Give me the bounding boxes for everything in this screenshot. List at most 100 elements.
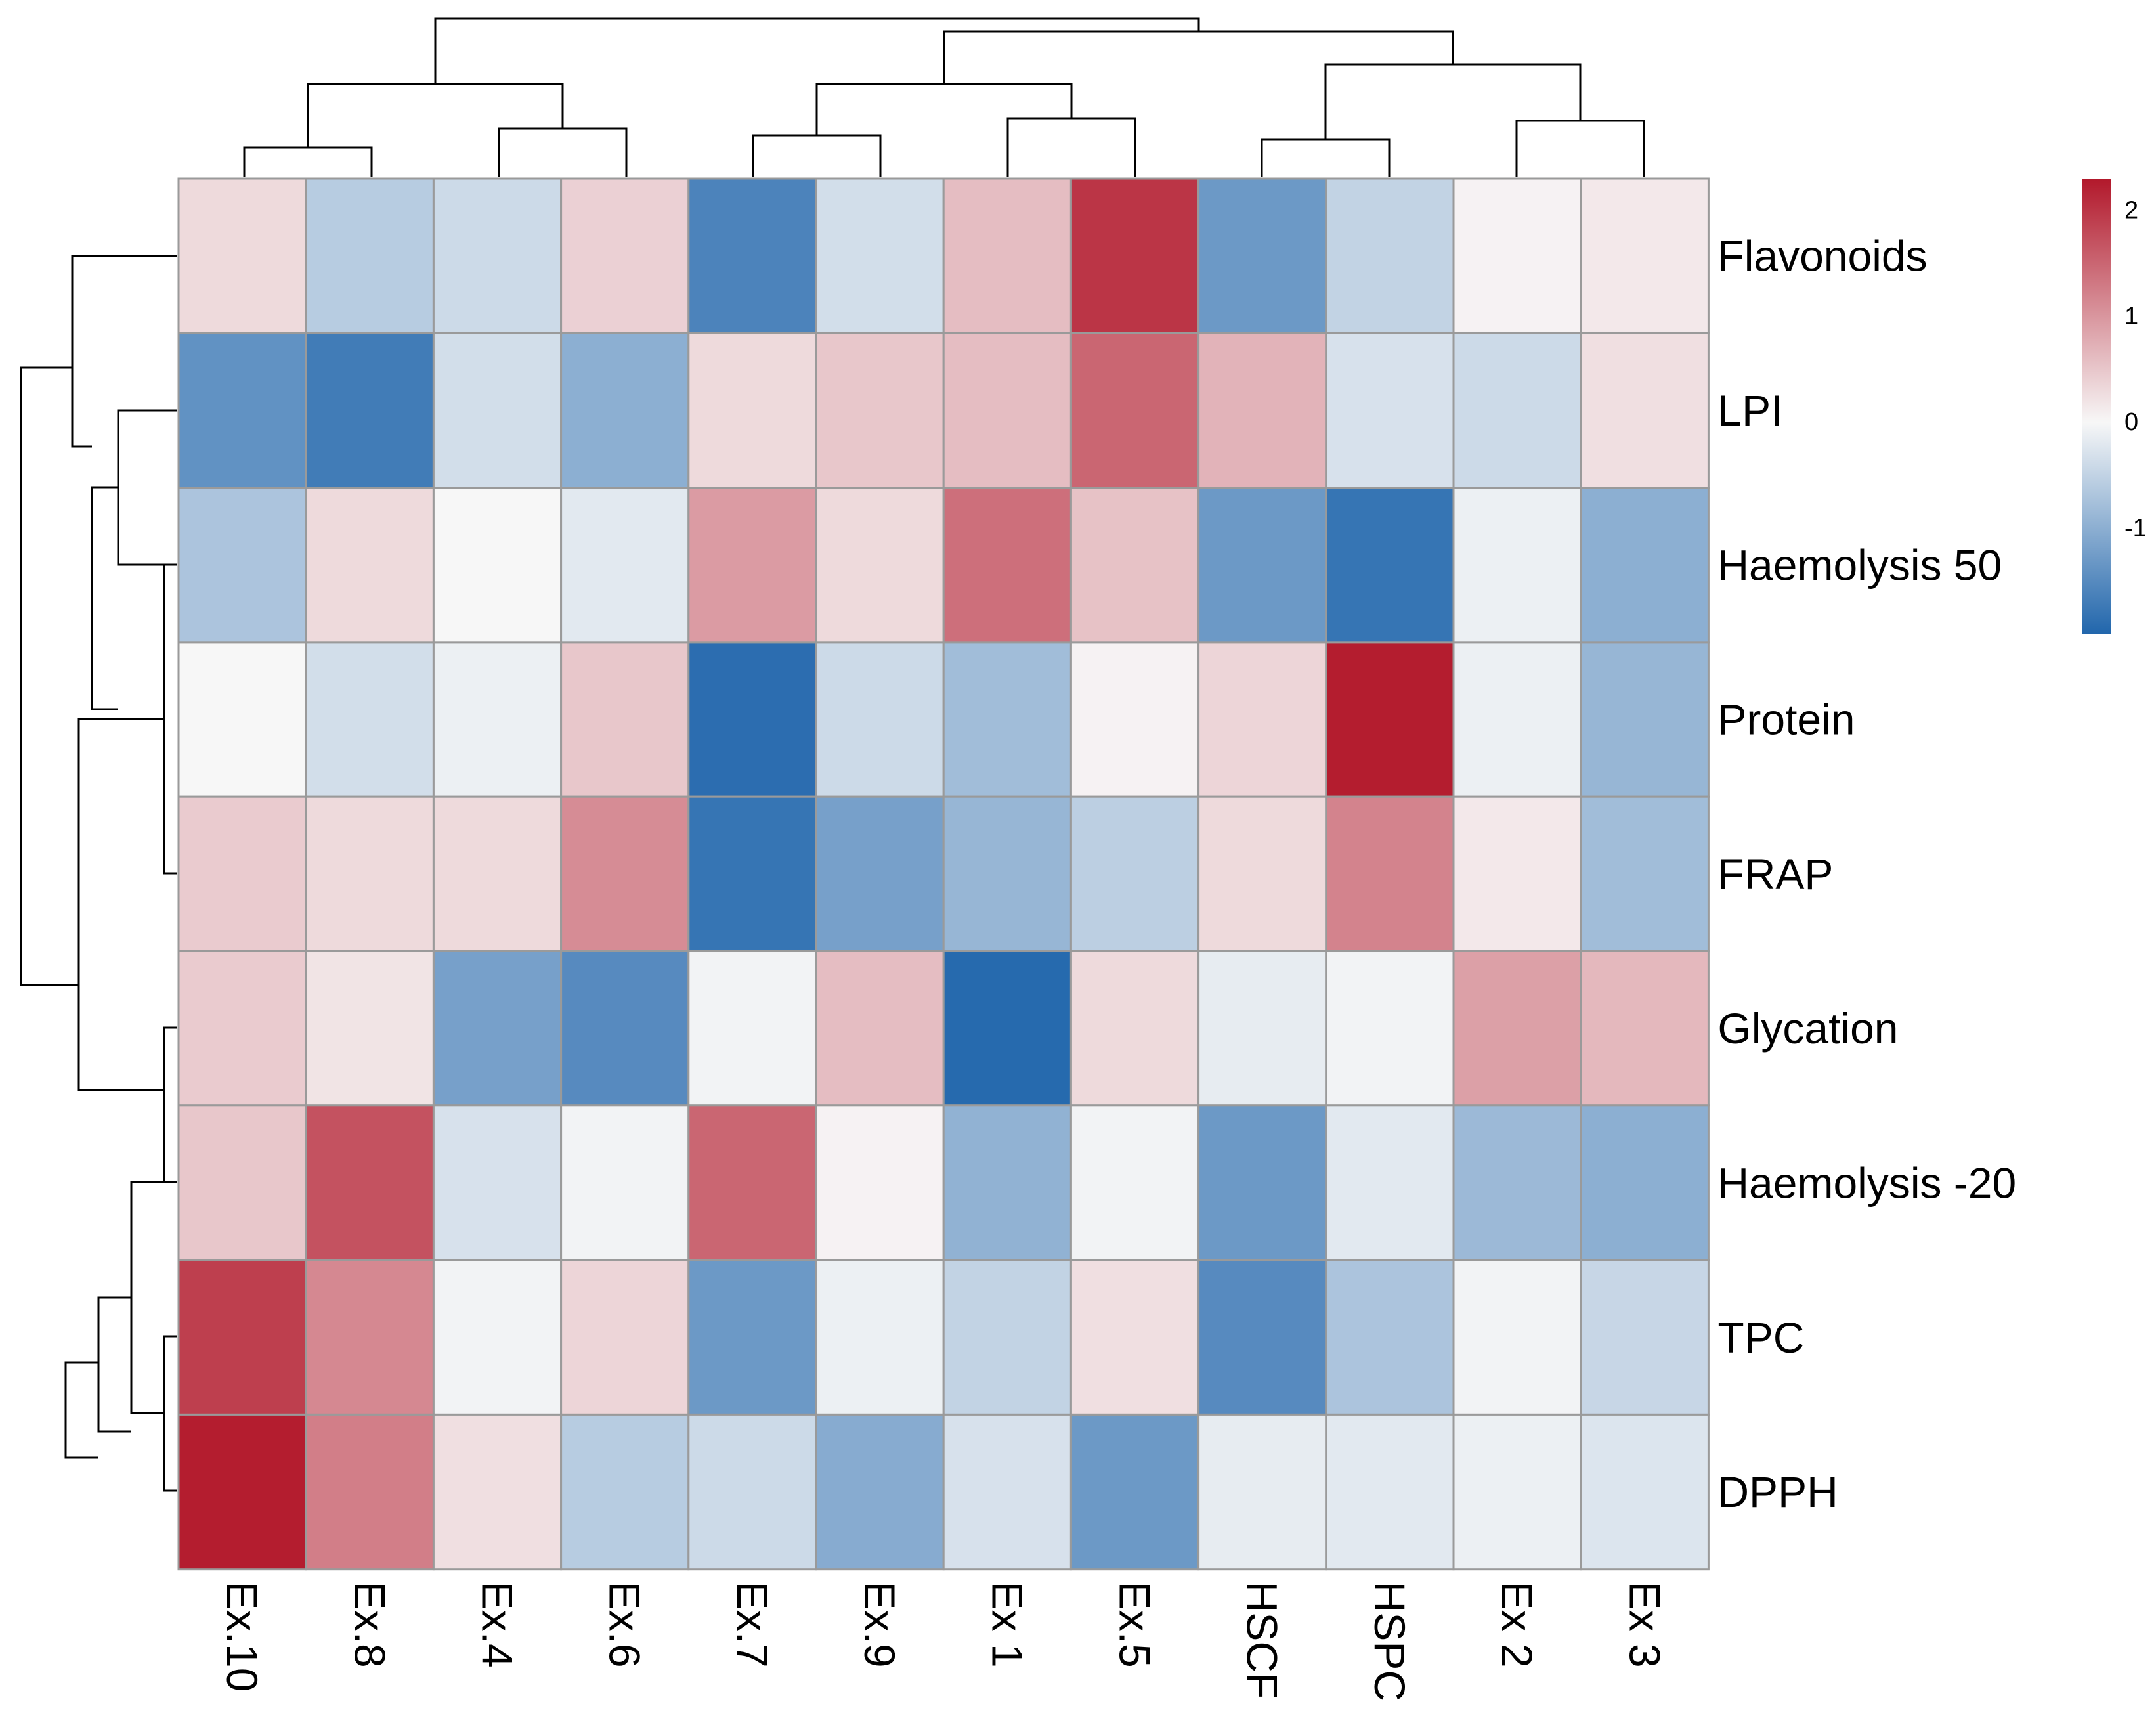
row-labels: Flavonoids LPI Haemolysis 50 Protein FRAP Gly… <box>1717 232 2016 1517</box>
heatmap-cell <box>179 179 306 333</box>
heatmap-cell <box>1581 1414 1708 1569</box>
heatmap-cell <box>433 333 561 487</box>
col-dendro-link <box>308 84 563 148</box>
col-dendro-link <box>244 148 372 177</box>
heatmap-cell <box>561 797 689 951</box>
row-dendro-link <box>98 1298 131 1432</box>
row-dendro-link <box>164 565 177 873</box>
heatmap-cell <box>1199 642 1326 797</box>
heatmap-cell <box>179 1414 306 1569</box>
heatmap-cell <box>1326 642 1454 797</box>
heatmap-cell <box>306 642 433 797</box>
row-label: Haemolysis 50 <box>1717 540 2002 589</box>
heatmap-cell <box>179 333 306 487</box>
row-label: LPI <box>1717 386 1782 435</box>
heatmap-cell <box>433 1106 561 1260</box>
col-dendro-link <box>1262 139 1389 177</box>
heatmap-cell <box>433 488 561 642</box>
heatmap-cell <box>1454 488 1581 642</box>
row-label: Protein <box>1717 695 1855 744</box>
column-label: HSPC <box>1366 1581 1414 1701</box>
legend-ticks: 2 1 0 -1 <box>2111 196 2147 542</box>
legend-tick-label: -1 <box>2124 515 2147 542</box>
col-dendro-link <box>1008 118 1135 177</box>
heatmap-cell <box>561 488 689 642</box>
heatmap-cell <box>306 333 433 487</box>
heatmap-cells <box>179 179 1708 1569</box>
heatmap-cell <box>1454 333 1581 487</box>
row-label: TPC <box>1717 1313 1804 1362</box>
row-label: Glycation <box>1717 1004 1898 1053</box>
heatmap-cell <box>943 951 1071 1106</box>
heatmap-cell <box>1071 488 1198 642</box>
heatmap-cell <box>1199 951 1326 1106</box>
heatmap-cell <box>1199 1414 1326 1569</box>
heatmap-cell <box>1581 642 1708 797</box>
heatmap-cell <box>1326 179 1454 333</box>
heatmap-cell <box>1071 1106 1198 1260</box>
legend-tick-label: 2 <box>2124 196 2138 224</box>
heatmap-cell <box>943 333 1071 487</box>
heatmap-cell <box>816 797 943 951</box>
heatmap-cell <box>689 1260 816 1414</box>
heatmap-cell <box>1581 488 1708 642</box>
legend-tick-label: 1 <box>2124 303 2138 330</box>
heatmap-cell <box>816 1414 943 1569</box>
column-label: Ex.9 <box>855 1581 904 1668</box>
heatmap-cell <box>561 1106 689 1260</box>
column-label: Ex.8 <box>345 1581 394 1668</box>
column-label: Ex.10 <box>218 1581 267 1692</box>
heatmap-cell <box>689 1414 816 1569</box>
heatmap-cell <box>433 1260 561 1414</box>
heatmap-cell <box>561 333 689 487</box>
heatmap-cell <box>1454 642 1581 797</box>
column-label: Ex.7 <box>728 1581 777 1668</box>
column-dendrogram <box>244 18 1644 177</box>
heatmap-cell <box>306 488 433 642</box>
heatmap-cell <box>1199 1106 1326 1260</box>
heatmap-cell <box>1326 1106 1454 1260</box>
column-label: Ex 1 <box>983 1581 1031 1668</box>
heatmap-cell <box>1581 1260 1708 1414</box>
heatmap-cell <box>433 179 561 333</box>
heatmap-cell <box>433 642 561 797</box>
heatmap-cell <box>943 1414 1071 1569</box>
row-dendro-link <box>164 1336 177 1491</box>
heatmap-cell <box>816 642 943 797</box>
heatmap-cell <box>1199 797 1326 951</box>
heatmap-cell <box>1581 1106 1708 1260</box>
heatmap-cell <box>943 179 1071 333</box>
heatmap-cell <box>1071 797 1198 951</box>
col-dendro-link <box>499 129 626 177</box>
column-label: Ex.6 <box>601 1581 649 1668</box>
row-label: FRAP <box>1717 850 1833 898</box>
row-label: DPPH <box>1717 1468 1838 1516</box>
heatmap-cell <box>816 951 943 1106</box>
heatmap-cell <box>1071 1260 1198 1414</box>
heatmap-cell <box>433 951 561 1106</box>
color-legend: 2 1 0 -1 <box>2082 179 2147 634</box>
heatmap-chart: FlavonoidsLPIHaemolysis 50ProteinFRAPGly… <box>0 0 2156 1727</box>
heatmap-cell <box>179 488 306 642</box>
heatmap-cell <box>1326 797 1454 951</box>
heatmap-cell <box>433 1414 561 1569</box>
row-dendro-link <box>79 719 164 1090</box>
heatmap-cell <box>561 179 689 333</box>
heatmap-cell <box>179 1260 306 1414</box>
row-dendro-link <box>131 1182 164 1413</box>
col-dendro-link <box>944 32 1453 84</box>
heatmap-cell <box>943 642 1071 797</box>
heatmap-cell <box>689 642 816 797</box>
heatmap-cell <box>561 1260 689 1414</box>
row-dendro-link <box>92 487 118 709</box>
heatmap-cell <box>1326 333 1454 487</box>
heatmap-cell <box>1454 951 1581 1106</box>
heatmap-cell <box>1326 1260 1454 1414</box>
heatmap-cell <box>433 797 561 951</box>
row-label: Haemolysis -20 <box>1717 1159 2016 1208</box>
heatmap-cell <box>1581 179 1708 333</box>
heatmap-cell <box>816 333 943 487</box>
heatmap-cell <box>1454 1106 1581 1260</box>
heatmap-cell <box>179 951 306 1106</box>
heatmap-cell <box>1071 179 1198 333</box>
